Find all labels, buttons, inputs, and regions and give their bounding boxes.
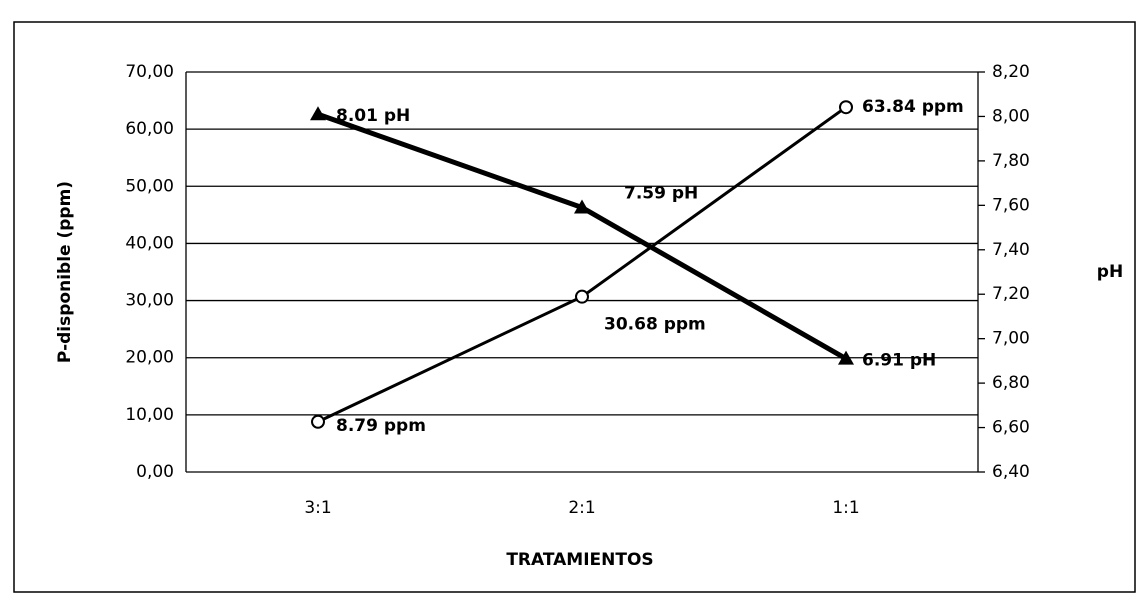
data-label: 7.59 pH xyxy=(624,184,698,204)
x-tick-label: 3:1 xyxy=(304,498,331,518)
x-tick-label: 2:1 xyxy=(568,498,595,518)
frame xyxy=(13,21,1136,593)
y-tick-label: 0,00 xyxy=(136,462,174,482)
x-tick-label: 1:1 xyxy=(832,498,859,518)
y-tick-label: 60,00 xyxy=(125,119,174,139)
data-label: 8.01 pH xyxy=(336,106,410,126)
y-tick-label: 10,00 xyxy=(125,405,174,425)
y-tick-label: 70,00 xyxy=(125,62,174,82)
y-tick-label: 50,00 xyxy=(125,176,174,196)
marker xyxy=(839,100,853,115)
series-line xyxy=(317,105,847,424)
y2-axis-label: pH xyxy=(1097,262,1123,282)
y2-tick-label: 7,60 xyxy=(992,195,1030,215)
marker xyxy=(574,199,590,214)
series-line xyxy=(317,111,848,361)
y2-tick-label: 7,40 xyxy=(992,240,1030,260)
y2-tick-label: 8,00 xyxy=(992,106,1030,126)
y-axis-label: P-disponible (ppm) xyxy=(55,181,75,363)
data-label: 6.91 pH xyxy=(862,351,936,371)
y2-tick-label: 6,60 xyxy=(992,418,1030,438)
y2-tick-label: 7,00 xyxy=(992,329,1030,349)
y-tick-label: 20,00 xyxy=(125,348,174,368)
x-axis-label: TRATAMIENTOS xyxy=(506,550,653,570)
y2-tick-label: 7,20 xyxy=(992,284,1030,304)
marker xyxy=(838,350,854,365)
marker xyxy=(311,414,325,429)
y2-tick-label: 8,20 xyxy=(992,62,1030,82)
marker xyxy=(575,289,589,304)
marker xyxy=(310,106,326,121)
data-label: 8.79 ppm xyxy=(336,416,426,436)
y2-tick-label: 7,80 xyxy=(992,151,1030,171)
y-tick-label: 30,00 xyxy=(125,291,174,311)
y-tick-label: 40,00 xyxy=(125,233,174,253)
y2-tick-label: 6,40 xyxy=(992,462,1030,482)
data-label: 63.84 ppm xyxy=(862,97,964,117)
data-label: 30.68 ppm xyxy=(604,315,706,335)
y2-tick-label: 6,80 xyxy=(992,373,1030,393)
